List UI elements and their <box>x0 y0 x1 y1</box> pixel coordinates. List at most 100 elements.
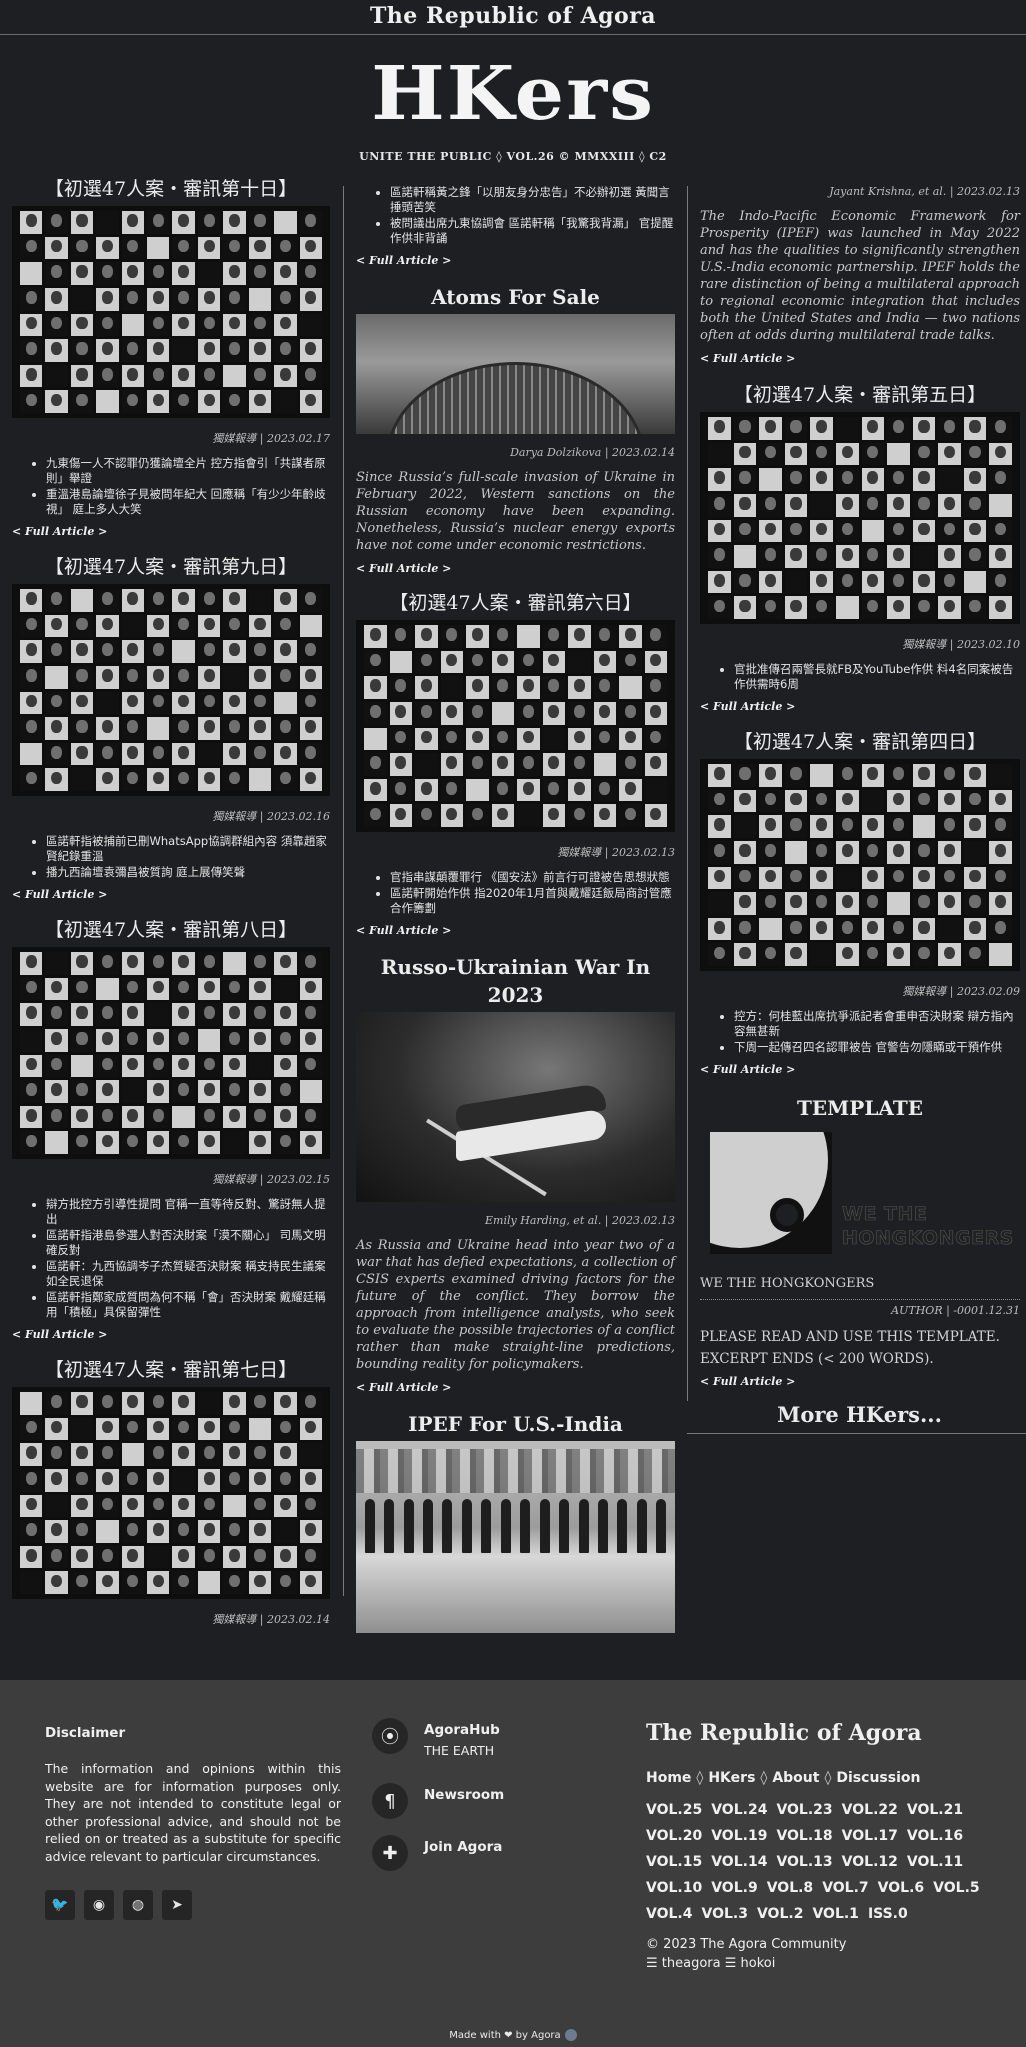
twitter-icon[interactable]: 🐦 <box>45 1890 75 1920</box>
disclaimer-title: Disclaimer <box>45 1725 126 1741</box>
volume-link[interactable]: VOL.7 <box>822 1880 869 1896</box>
volume-link[interactable]: VOL.15 <box>646 1854 703 1870</box>
article-image[interactable] <box>356 1441 675 1633</box>
volume-link[interactable]: VOL.21 <box>906 1802 964 1818</box>
volume-link[interactable]: VOL.2 <box>756 1906 804 1922</box>
agorahub-link[interactable]: AgoraHub <box>424 1722 500 1738</box>
nav-hkers[interactable]: HKers <box>708 1770 756 1786</box>
portrait-tile <box>466 753 489 776</box>
volume-link[interactable]: VOL.23 <box>776 1802 833 1818</box>
hkers-logo[interactable]: HKers <box>371 51 655 137</box>
full-article-link[interactable]: < Full Article > <box>12 888 108 901</box>
full-article-link[interactable]: < Full Article > <box>700 1063 796 1076</box>
portrait-tile <box>96 1392 119 1415</box>
volume-link[interactable]: VOL.4 <box>646 1906 693 1922</box>
article-title[interactable]: 【初選47人案・審訊第四日】 <box>733 731 987 753</box>
portrait-tile <box>938 789 961 813</box>
portrait-tile <box>20 1028 43 1052</box>
telegram-icon[interactable]: ➤ <box>162 1890 192 1920</box>
status-dot-icon <box>564 2029 577 2041</box>
portrait-tile <box>593 676 616 699</box>
portrait-tile <box>223 1520 246 1543</box>
article-title[interactable]: 【初選47人案・審訊第五日】 <box>733 384 987 406</box>
portrait-tile <box>912 442 936 466</box>
article-image-mosaic[interactable] <box>12 947 330 1159</box>
article-image-mosaic[interactable] <box>700 759 1020 971</box>
volume-link[interactable]: VOL.22 <box>841 1802 898 1818</box>
article-image[interactable] <box>356 1012 675 1202</box>
article-image-mosaic[interactable] <box>12 1387 330 1599</box>
list-item: 控方：何桂藍出席抗爭派記者會重申否決財案 辯方指內容無甚新 <box>734 1009 1020 1039</box>
volume-link[interactable]: VOL.6 <box>877 1880 925 1896</box>
more-hkers-link[interactable]: More HKers... <box>687 1402 1026 1434</box>
volume-link[interactable]: VOL.16 <box>906 1828 964 1844</box>
volume-link[interactable]: VOL.10 <box>646 1880 703 1896</box>
volume-link[interactable]: VOL.8 <box>766 1880 814 1896</box>
portrait-tile <box>121 236 145 260</box>
volume-link[interactable]: VOL.13 <box>776 1854 833 1870</box>
full-article-link[interactable]: < Full Article > <box>700 1375 796 1388</box>
volume-link[interactable]: VOL.20 <box>646 1828 703 1844</box>
article-title[interactable]: 【初選47人案・審訊第六日】 <box>389 592 642 614</box>
portrait-tile <box>274 287 297 311</box>
nav-about[interactable]: About <box>772 1770 820 1786</box>
article-day5: 【初選47人案・審訊第五日】 獨媒報導 | 2023.02.10 官批准傳召兩警… <box>700 381 1020 713</box>
full-article-link[interactable]: < Full Article > <box>12 525 108 538</box>
volume-link[interactable]: VOL.24 <box>711 1802 768 1818</box>
portrait-tile <box>593 804 616 827</box>
volume-link[interactable]: VOL.14 <box>711 1854 768 1870</box>
article-day4: 【初選47人案・審訊第四日】 獨媒報導 | 2023.02.09 控方：何桂藍出… <box>700 728 1020 1076</box>
full-article-link[interactable]: < Full Article > <box>356 562 452 575</box>
portrait-tile <box>364 701 387 725</box>
volume-link[interactable]: VOL.18 <box>776 1828 833 1844</box>
volume-link[interactable]: VOL.17 <box>841 1828 898 1844</box>
full-article-link[interactable]: < Full Article > <box>700 352 796 365</box>
portrait-tile <box>938 519 961 543</box>
list-item: 辯方批控方引導性提問 官稱一直等待反對、驚訝無人提出 <box>46 1197 330 1227</box>
portrait-tile <box>861 519 885 543</box>
volume-link[interactable]: VOL.5 <box>933 1880 980 1896</box>
full-article-link[interactable]: < Full Article > <box>12 1328 108 1341</box>
article-image-mosaic[interactable] <box>356 620 675 832</box>
template-image[interactable]: WE THE HONGKONGERS <box>700 1122 1020 1262</box>
volume-link[interactable]: VOL.12 <box>841 1854 898 1870</box>
volume-link[interactable]: ISS.0 <box>867 1906 908 1922</box>
volume-link[interactable]: VOL.3 <box>701 1906 748 1922</box>
article-title[interactable]: 【初選47人案・審訊第十日】 <box>44 178 298 200</box>
join-agora-link[interactable]: Join Agora <box>424 1839 503 1855</box>
article-title[interactable]: TEMPLATE <box>797 1096 923 1120</box>
full-article-link[interactable]: < Full Article > <box>356 254 452 267</box>
article-image-mosaic[interactable] <box>12 584 330 796</box>
article-title[interactable]: Atoms For Sale <box>431 285 600 309</box>
newsroom-link[interactable]: Newsroom <box>424 1787 505 1803</box>
volume-link[interactable]: VOL.19 <box>711 1828 768 1844</box>
volume-link[interactable]: VOL.1 <box>812 1906 859 1922</box>
full-article-link[interactable]: < Full Article > <box>356 1381 452 1394</box>
article-title[interactable]: 【初選47人案・審訊第七日】 <box>44 1359 298 1381</box>
full-article-link[interactable]: < Full Article > <box>700 700 796 713</box>
nav-discussion[interactable]: Discussion <box>836 1770 921 1786</box>
portrait-tile <box>810 866 833 890</box>
article-title[interactable]: Russo-Ukrainian War In 2023 <box>380 955 651 1007</box>
portrait-tile <box>45 1392 68 1415</box>
volume-link[interactable]: VOL.25 <box>646 1802 703 1818</box>
article-title[interactable]: IPEF For U.S.-India <box>408 1412 623 1436</box>
volume-link[interactable]: VOL.9 <box>711 1880 758 1896</box>
github-icon[interactable]: ◉ <box>84 1890 114 1920</box>
portrait-tile <box>70 589 94 612</box>
credits-text[interactable]: ☰ theagora ☰ hokoi <box>646 1956 776 1971</box>
article-image-mosaic[interactable] <box>700 412 1020 624</box>
nav-home[interactable]: Home <box>646 1770 692 1786</box>
portrait-tile <box>593 625 616 648</box>
portrait-tile <box>70 1392 94 1415</box>
volume-link[interactable]: VOL.11 <box>906 1854 964 1870</box>
article-title[interactable]: 【初選47人案・審訊第九日】 <box>44 556 298 578</box>
full-article-link[interactable]: < Full Article > <box>356 924 452 937</box>
site-title-link[interactable]: The Republic of Agora <box>369 3 657 29</box>
article-title[interactable]: 【初選47人案・審訊第八日】 <box>44 919 298 941</box>
portrait-tile <box>274 614 297 638</box>
list-item: 九東傷一人不認罪仍獲論壇全片 控方指會引「共謀者原則」舉證 <box>46 456 330 486</box>
article-image[interactable] <box>356 314 675 434</box>
article-image-mosaic[interactable] <box>12 206 330 418</box>
reddit-icon[interactable]: ◍ <box>123 1890 153 1920</box>
